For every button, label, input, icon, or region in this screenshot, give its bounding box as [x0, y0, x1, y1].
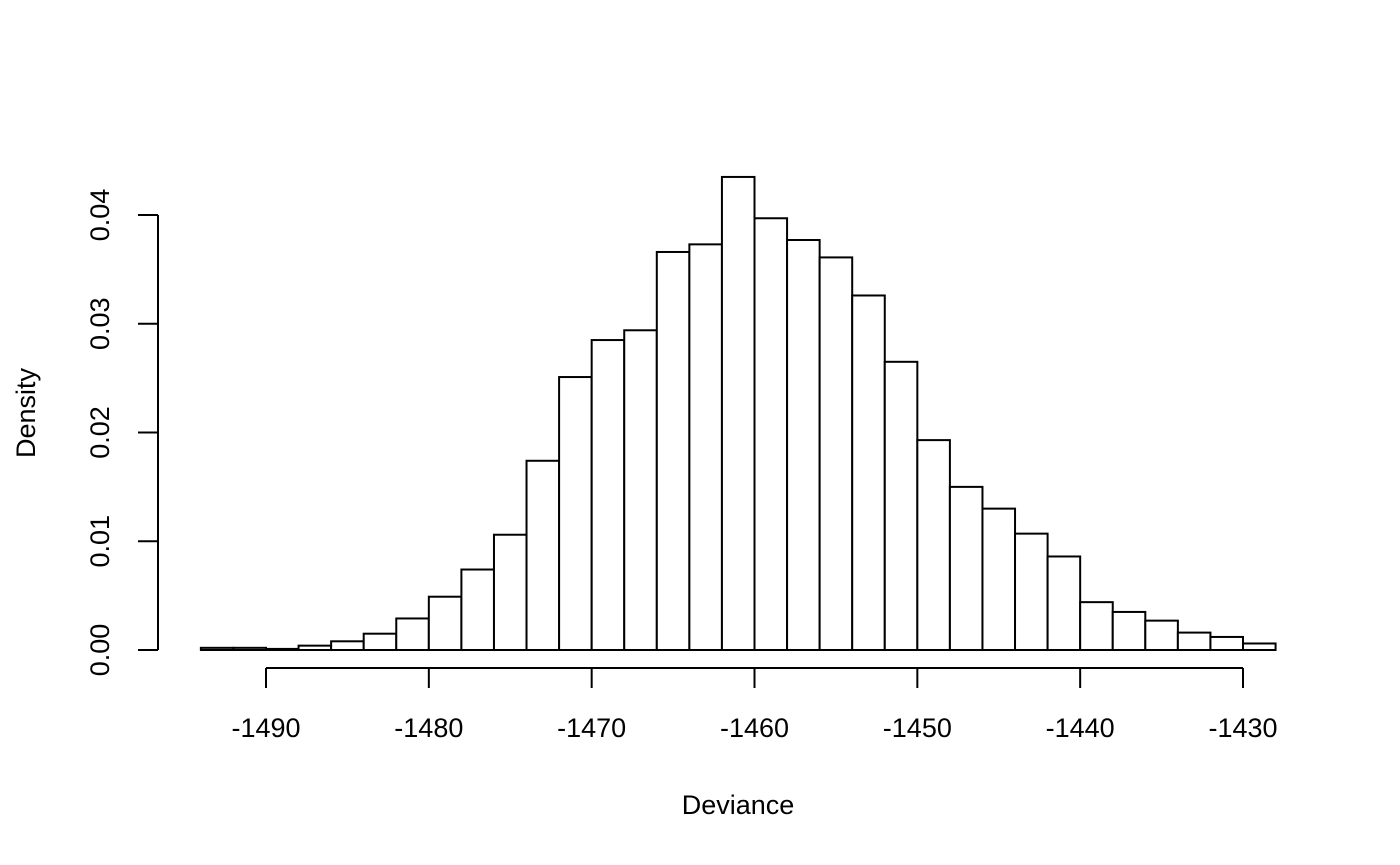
x-axis-title: Deviance [682, 790, 795, 820]
histogram-bars [199, 175, 1277, 652]
histogram-bar [1046, 555, 1082, 651]
histogram-bar [916, 439, 951, 651]
x-tick-label: -1480 [394, 713, 463, 743]
histogram-bar [786, 239, 821, 651]
x-axis-ticks: -1490 -1480 -1470 -1460 -1450 -1440 -1430 [231, 668, 1278, 743]
histogram-bar [688, 243, 723, 652]
histogram-bar [460, 568, 495, 652]
x-tick-label: -1460 [720, 713, 789, 743]
histogram-bar [427, 595, 463, 652]
histogram-bar [1144, 619, 1179, 652]
x-tick-label: -1440 [1046, 713, 1115, 743]
histogram-bar [981, 507, 1017, 652]
y-axis-ticks: 0.00 0.01 0.02 0.03 0.04 [85, 189, 158, 677]
histogram-bar [590, 339, 626, 651]
histogram-bar [558, 376, 593, 651]
histogram-bar [395, 617, 430, 652]
y-axis: 0.00 0.01 0.02 0.03 0.04 [85, 189, 159, 677]
histogram-bar [1111, 610, 1147, 652]
histogram-bar [818, 256, 854, 651]
x-axis: -1490 -1480 -1470 -1460 -1450 -1440 -1430 [231, 667, 1278, 743]
histogram-bar [362, 632, 398, 652]
histogram-bar [232, 646, 267, 652]
histogram-bar [851, 294, 886, 651]
histogram-bar [753, 217, 789, 651]
y-tick-label: 0.03 [85, 297, 115, 350]
histogram-bar [948, 485, 984, 652]
x-tick-label: -1470 [557, 713, 626, 743]
histogram-bar [525, 459, 561, 651]
x-tick-label: -1430 [1208, 713, 1277, 743]
histogram-bar [1209, 635, 1245, 652]
histogram-bar [492, 533, 528, 651]
y-tick-label: 0.02 [85, 406, 115, 459]
histogram-bar [1176, 631, 1212, 651]
histogram-bar [199, 646, 235, 652]
histogram-bar [1079, 601, 1114, 652]
x-tick-label: -1450 [883, 713, 952, 743]
y-tick-label: 0.01 [85, 515, 115, 568]
y-axis-title: Density [11, 367, 41, 458]
histogram-bar [330, 640, 365, 651]
histogram-bar [265, 647, 300, 651]
histogram-bar [1242, 642, 1277, 651]
histogram-bar [297, 644, 333, 652]
histogram-bar [1014, 532, 1049, 652]
histogram-bar [655, 250, 691, 651]
histogram-bar [623, 329, 658, 651]
histogram-bar [720, 175, 756, 651]
y-tick-label: 0.00 [85, 624, 115, 677]
x-tick-label: -1490 [231, 713, 300, 743]
histogram-bar [883, 360, 919, 651]
y-tick-label: 0.04 [85, 189, 115, 242]
